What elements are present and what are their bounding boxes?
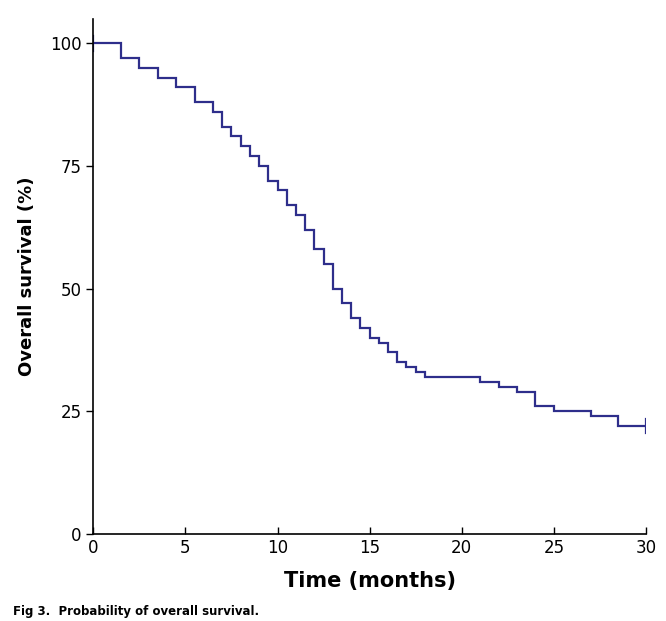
X-axis label: Time (months): Time (months)	[284, 571, 456, 591]
Text: Fig 3.  Probability of overall survival.: Fig 3. Probability of overall survival.	[13, 605, 260, 618]
Y-axis label: Overall survival (%): Overall survival (%)	[18, 176, 36, 376]
